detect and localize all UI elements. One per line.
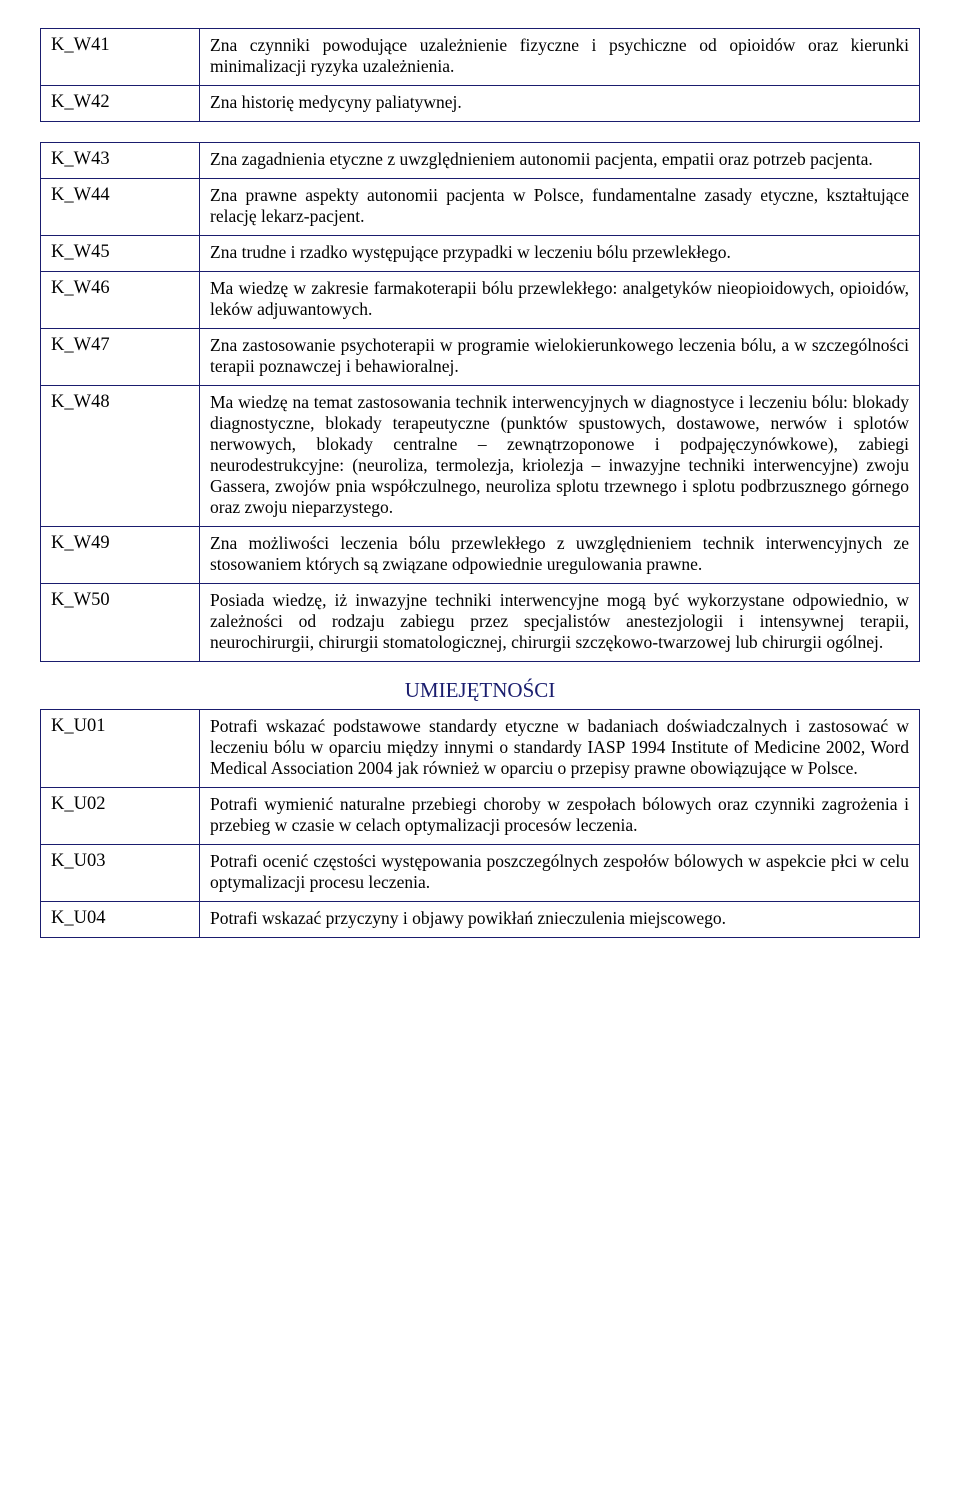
code-cell: K_U03 bbox=[41, 845, 200, 902]
knowledge-table-1: K_W41 Zna czynniki powodujące uzależnien… bbox=[40, 28, 920, 122]
desc-cell: Posiada wiedzę, iż inwazyjne techniki in… bbox=[200, 584, 920, 662]
table-row: K_W45 Zna trudne i rzadko występujące pr… bbox=[41, 236, 920, 272]
desc-cell: Ma wiedzę na temat zastosowania technik … bbox=[200, 386, 920, 527]
table-row: K_W48 Ma wiedzę na temat zastosowania te… bbox=[41, 386, 920, 527]
table-row: K_W42 Zna historię medycyny paliatywnej. bbox=[41, 86, 920, 122]
desc-cell: Zna czynniki powodujące uzależnienie fiz… bbox=[200, 29, 920, 86]
code-cell: K_W45 bbox=[41, 236, 200, 272]
table-row: K_U04 Potrafi wskazać przyczyny i objawy… bbox=[41, 902, 920, 938]
desc-cell: Zna możliwości leczenia bólu przewlekłeg… bbox=[200, 527, 920, 584]
table-row: K_W49 Zna możliwości leczenia bólu przew… bbox=[41, 527, 920, 584]
desc-cell: Zna historię medycyny paliatywnej. bbox=[200, 86, 920, 122]
code-cell: K_W41 bbox=[41, 29, 200, 86]
table-row: K_W50 Posiada wiedzę, iż inwazyjne techn… bbox=[41, 584, 920, 662]
code-cell: K_W46 bbox=[41, 272, 200, 329]
table-row: K_W44 Zna prawne aspekty autonomii pacje… bbox=[41, 179, 920, 236]
table-row: K_U03 Potrafi ocenić częstości występowa… bbox=[41, 845, 920, 902]
desc-cell: Potrafi wskazać podstawowe standardy ety… bbox=[200, 710, 920, 788]
desc-cell: Zna trudne i rzadko występujące przypadk… bbox=[200, 236, 920, 272]
code-cell: K_W50 bbox=[41, 584, 200, 662]
code-cell: K_U02 bbox=[41, 788, 200, 845]
desc-cell: Zna zagadnienia etyczne z uwzględnieniem… bbox=[200, 143, 920, 179]
code-cell: K_W42 bbox=[41, 86, 200, 122]
desc-cell: Ma wiedzę w zakresie farmakoterapii bólu… bbox=[200, 272, 920, 329]
table-row: K_W43 Zna zagadnienia etyczne z uwzględn… bbox=[41, 143, 920, 179]
desc-cell: Potrafi wymienić naturalne przebiegi cho… bbox=[200, 788, 920, 845]
code-cell: K_W48 bbox=[41, 386, 200, 527]
table-row: K_U01 Potrafi wskazać podstawowe standar… bbox=[41, 710, 920, 788]
code-cell: K_W43 bbox=[41, 143, 200, 179]
table-row: K_U02 Potrafi wymienić naturalne przebie… bbox=[41, 788, 920, 845]
code-cell: K_W44 bbox=[41, 179, 200, 236]
code-cell: K_U04 bbox=[41, 902, 200, 938]
desc-cell: Zna prawne aspekty autonomii pacjenta w … bbox=[200, 179, 920, 236]
desc-cell: Potrafi wskazać przyczyny i objawy powik… bbox=[200, 902, 920, 938]
table-row: K_W46 Ma wiedzę w zakresie farmakoterapi… bbox=[41, 272, 920, 329]
desc-cell: Zna zastosowanie psychoterapii w program… bbox=[200, 329, 920, 386]
knowledge-table-2: K_W43 Zna zagadnienia etyczne z uwzględn… bbox=[40, 142, 920, 662]
skills-table: K_U01 Potrafi wskazać podstawowe standar… bbox=[40, 709, 920, 938]
table-row: K_W41 Zna czynniki powodujące uzależnien… bbox=[41, 29, 920, 86]
code-cell: K_U01 bbox=[41, 710, 200, 788]
section-heading: UMIEJĘTNOŚCI bbox=[40, 662, 920, 709]
code-cell: K_W47 bbox=[41, 329, 200, 386]
table-row: K_W47 Zna zastosowanie psychoterapii w p… bbox=[41, 329, 920, 386]
desc-cell: Potrafi ocenić częstości występowania po… bbox=[200, 845, 920, 902]
code-cell: K_W49 bbox=[41, 527, 200, 584]
